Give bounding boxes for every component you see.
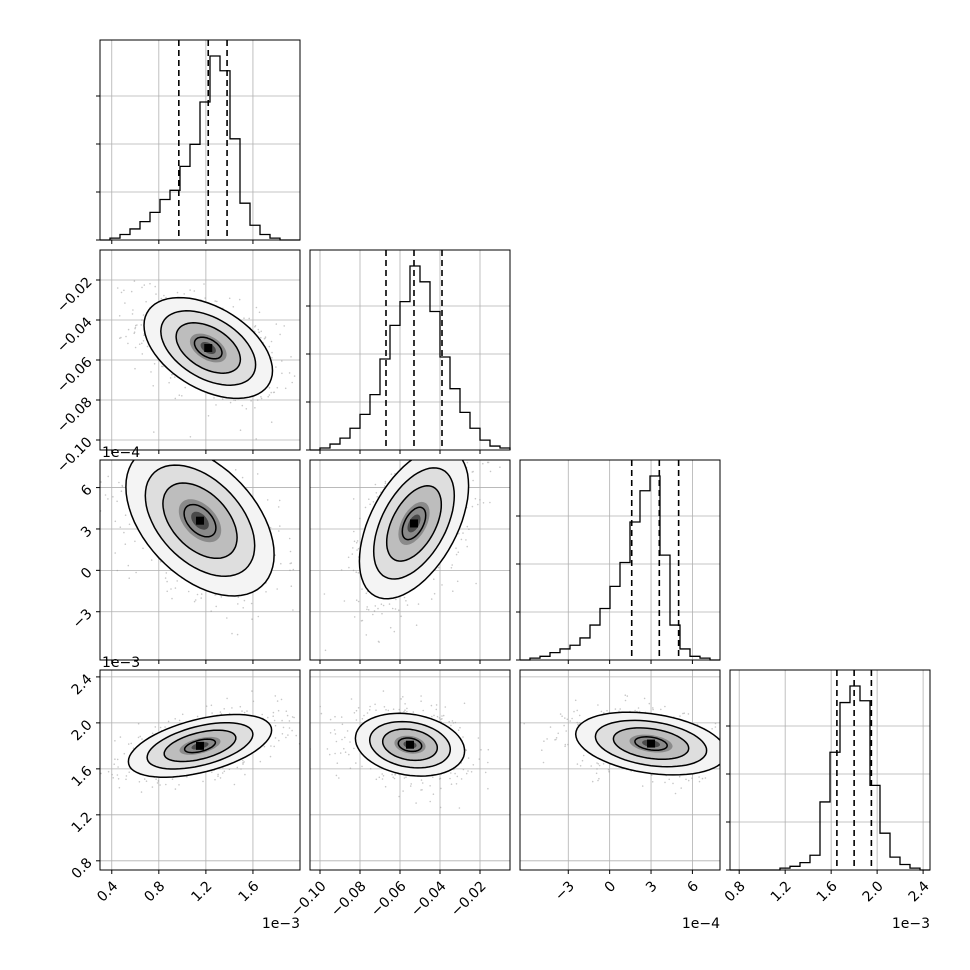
contour-line — [163, 729, 237, 763]
panel-frame — [99, 249, 301, 451]
y-offset-label: 1e−4 — [102, 445, 140, 461]
contour-line — [385, 485, 443, 562]
x-tick-label: −0.02 — [448, 878, 490, 920]
contour-line — [175, 322, 242, 374]
x-tick-label: −0.06 — [368, 878, 410, 920]
panel-frame — [309, 669, 511, 871]
contour-line — [143, 296, 274, 400]
y-tick-label: 6 — [78, 482, 96, 500]
density-peak — [410, 519, 418, 528]
pair-panel-3-1 — [309, 669, 511, 874]
y-tick-label: −0.06 — [54, 354, 96, 396]
x-tick-label: 3 — [643, 878, 661, 896]
contour-line — [401, 506, 427, 541]
x-tick-label: 0 — [602, 878, 620, 896]
panel-frame — [309, 249, 511, 451]
hist-panel-3 — [726, 669, 931, 874]
x-tick-label: 0.4 — [94, 878, 121, 905]
y-offset-label: 1e−3 — [102, 655, 140, 671]
y-tick-label: 1.6 — [69, 763, 96, 790]
pair-content — [100, 460, 300, 660]
pair-content — [310, 670, 510, 870]
pair-panel-2-1 — [309, 459, 511, 664]
x-tick-label: 0.8 — [141, 878, 168, 905]
pair-content — [310, 460, 510, 660]
x-offset-label: 1e−3 — [262, 916, 300, 932]
y-tick-label: −3 — [70, 606, 96, 632]
x-tick-label: 1.2 — [768, 878, 795, 905]
x-tick-label: 6 — [684, 878, 702, 896]
x-tick-label: 0.8 — [722, 878, 749, 905]
density-peak — [406, 740, 414, 749]
contour-line — [368, 720, 452, 769]
hist-panel-1 — [306, 249, 511, 454]
contour-line — [193, 336, 223, 360]
contour-line — [127, 713, 273, 778]
pair-panel-3-0 — [96, 669, 301, 874]
y-tick-label: −0.04 — [54, 314, 96, 356]
histogram-1 — [310, 265, 511, 451]
y-tick-label: 0.8 — [69, 855, 96, 882]
pair-panel-3-2 — [519, 669, 721, 874]
contour-line — [358, 460, 470, 600]
contour-line — [183, 503, 217, 538]
y-tick-label: 1.2 — [69, 809, 96, 836]
x-tick-label: −0.10 — [288, 878, 330, 920]
contour-line — [183, 738, 217, 754]
y-tick-label: 2.0 — [69, 717, 96, 744]
contour-line — [381, 728, 439, 762]
pair-panel-2-0 — [96, 459, 301, 664]
contour-line — [634, 736, 668, 752]
pair-content — [100, 670, 300, 870]
y-tick-label: 2.4 — [69, 671, 96, 698]
x-tick-label: 1.6 — [235, 878, 262, 905]
y-tick-label: −0.10 — [54, 434, 96, 476]
y-tick-label: −0.08 — [54, 394, 96, 436]
x-tick-label: −3 — [552, 878, 578, 904]
x-tick-label: 1.2 — [188, 878, 215, 905]
x-tick-label: −0.08 — [328, 878, 370, 920]
panel-frame — [519, 669, 721, 871]
panel-frame — [99, 459, 301, 661]
pair-content — [100, 250, 300, 450]
x-offset-label: 1e−3 — [892, 916, 930, 932]
y-tick-label: 3 — [78, 523, 96, 541]
contour-line — [594, 719, 708, 768]
panel-frame — [99, 669, 301, 871]
histogram-2 — [520, 475, 720, 661]
contour-line — [372, 467, 456, 580]
histogram-0 — [100, 55, 300, 241]
hist-panel-0 — [96, 39, 301, 244]
panel-frame — [309, 459, 511, 661]
density-peak — [204, 344, 213, 352]
y-tick-label: 0 — [78, 565, 96, 583]
x-tick-label: 1.6 — [814, 878, 841, 905]
histogram-3 — [730, 685, 930, 871]
contour-line — [125, 460, 275, 597]
panel-frame — [99, 39, 301, 241]
pair-content — [520, 670, 720, 870]
contour-line — [160, 310, 257, 386]
x-tick-label: 2.4 — [906, 878, 933, 905]
density-peak — [647, 739, 656, 748]
contour-line — [162, 482, 238, 560]
x-offset-label: 1e−4 — [682, 916, 720, 932]
contour-line — [397, 737, 423, 753]
density-peak — [196, 516, 204, 525]
contour-line — [612, 727, 690, 761]
panel-frame — [729, 669, 931, 871]
panel-frame — [519, 459, 721, 661]
contour-line — [146, 721, 254, 770]
x-tick-label: −0.04 — [408, 878, 450, 920]
density-peak — [196, 741, 204, 750]
contour-line — [354, 712, 466, 777]
y-tick-label: −0.02 — [54, 274, 96, 316]
contour-line — [574, 711, 720, 776]
x-tick-label: 2.0 — [860, 878, 887, 905]
contour-line — [144, 464, 256, 578]
pair-panel-1-0 — [96, 249, 301, 454]
hist-panel-2 — [516, 459, 721, 664]
